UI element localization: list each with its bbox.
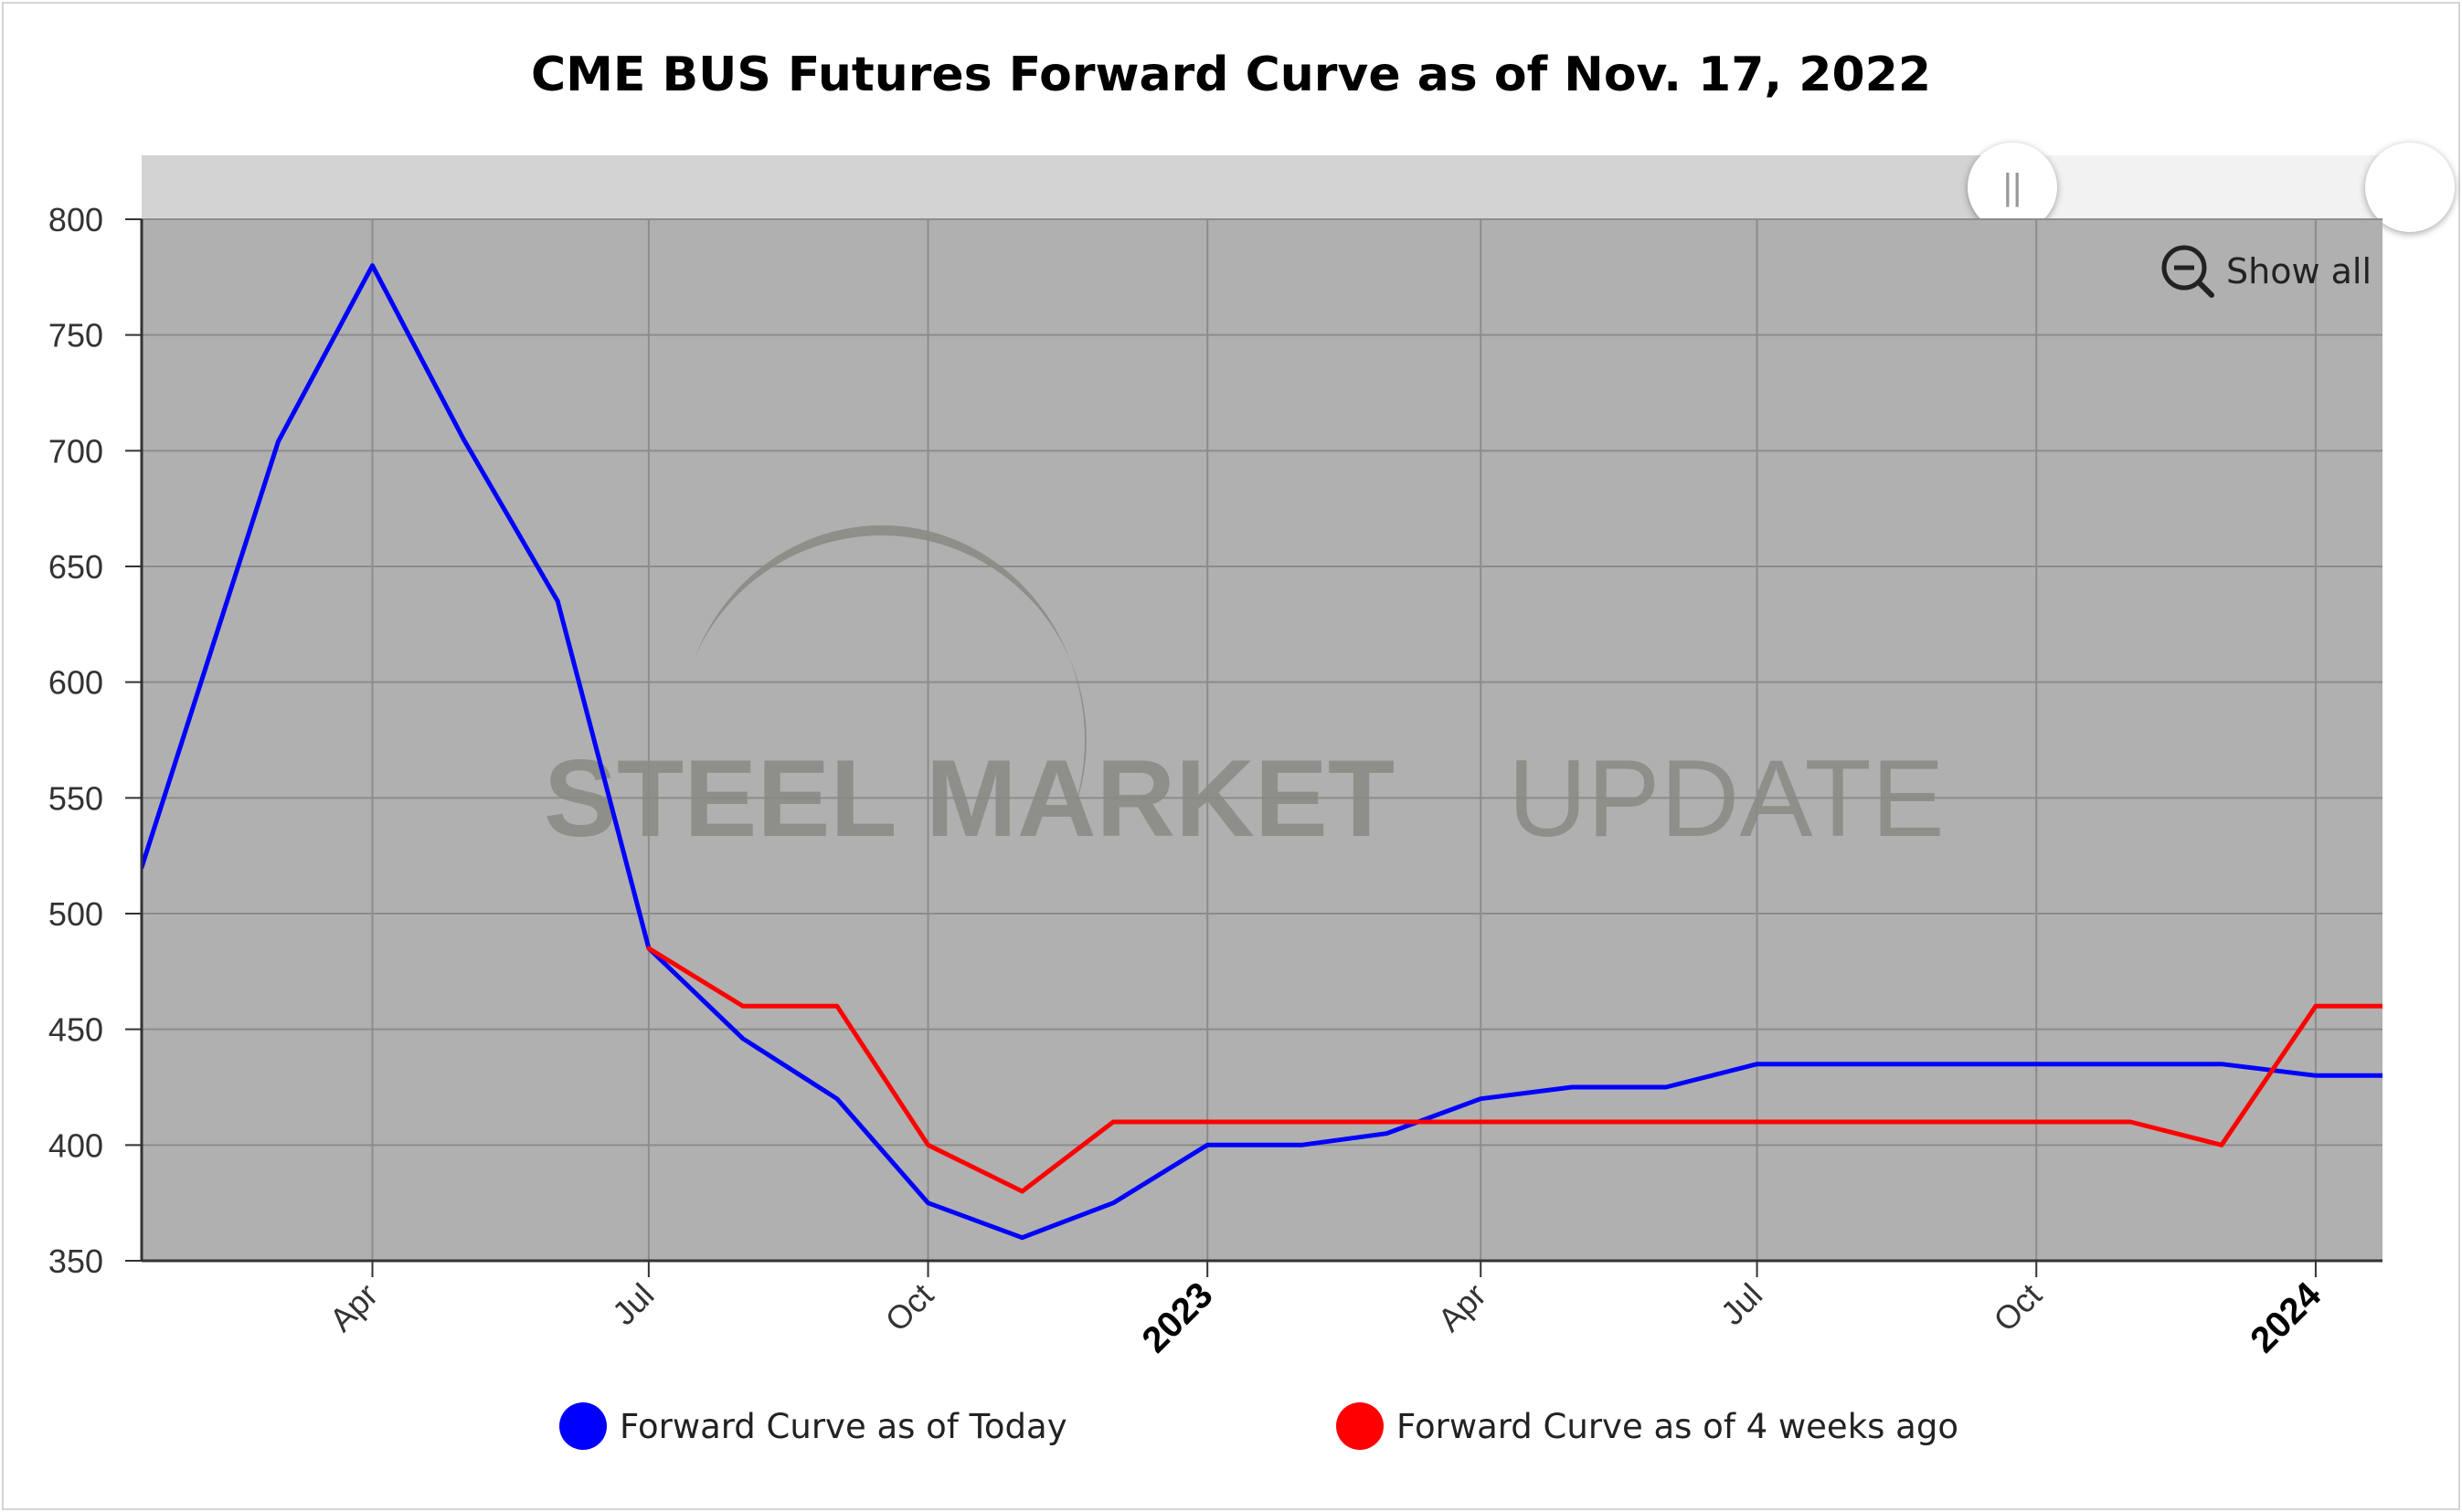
y-tick-label: 500 — [48, 895, 103, 933]
y-tick-label: 600 — [48, 664, 103, 702]
legend: Forward Curve as of Today Forward Curve … — [0, 1402, 2462, 1466]
series-line-today — [142, 263, 2382, 1241]
x-tick-label: Jul — [1714, 1276, 1770, 1333]
chart-title: CME BUS Futures Forward Curve as of Nov.… — [530, 48, 1932, 102]
y-tick-label: 650 — [48, 548, 103, 586]
x-tick-label: Apr — [323, 1276, 386, 1339]
x-tick-label: Oct — [878, 1276, 941, 1339]
x-tick-label: 2023 — [1135, 1274, 1221, 1360]
grip-icon: || — [2002, 166, 2022, 207]
scrollbar-selection[interactable] — [2013, 155, 2382, 219]
legend-item-today[interactable]: Forward Curve as of Today — [559, 1402, 1067, 1450]
scrollbar-right-handle[interactable] — [2365, 143, 2455, 232]
scrollbar-left-handle[interactable]: || — [1968, 143, 2057, 232]
x-tick-label: Apr — [1430, 1276, 1493, 1339]
plot-background — [142, 219, 2382, 1261]
y-tick-label: 750 — [48, 317, 103, 354]
legend-label-4-weeks-ago: Forward Curve as of 4 weeks ago — [1396, 1406, 1958, 1446]
show-all-label: Show all — [2226, 251, 2372, 291]
legend-label-today: Forward Curve as of Today — [620, 1406, 1067, 1446]
watermark-bold-text: STEEL MARKET — [544, 737, 1395, 860]
legend-marker-today — [559, 1402, 607, 1450]
show-all-button[interactable]: Show all — [2159, 242, 2372, 301]
zoom-out-icon — [2161, 245, 2214, 298]
y-tick-label: 550 — [48, 779, 103, 817]
series-line-4-weeks-ago — [646, 946, 2382, 1194]
y-axis-ticks: 350 400 450 500 550 600 650 700 750 800 — [48, 201, 142, 1280]
x-tick-label: 2024 — [2243, 1274, 2329, 1361]
x-tick-label: Jul — [605, 1276, 662, 1333]
watermark-light-text: UPDATE — [1508, 737, 1945, 860]
y-tick-label: 450 — [48, 1011, 103, 1049]
y-tick-label: 400 — [48, 1126, 103, 1164]
x-tick-label: Oct — [1986, 1276, 2049, 1339]
y-tick-label: 350 — [48, 1242, 103, 1280]
x-axis-ticks: Apr Jul Oct 2023 Apr Jul Oct 2024 — [323, 1261, 2329, 1360]
y-tick-label: 800 — [48, 201, 103, 238]
y-tick-label: 700 — [48, 432, 103, 470]
legend-marker-4-weeks-ago — [1336, 1402, 1384, 1450]
watermark-logo: STEEL MARKET UPDATE — [544, 524, 1945, 860]
legend-item-4-weeks-ago[interactable]: Forward Curve as of 4 weeks ago — [1336, 1402, 1958, 1450]
series-layer — [142, 263, 2382, 1241]
